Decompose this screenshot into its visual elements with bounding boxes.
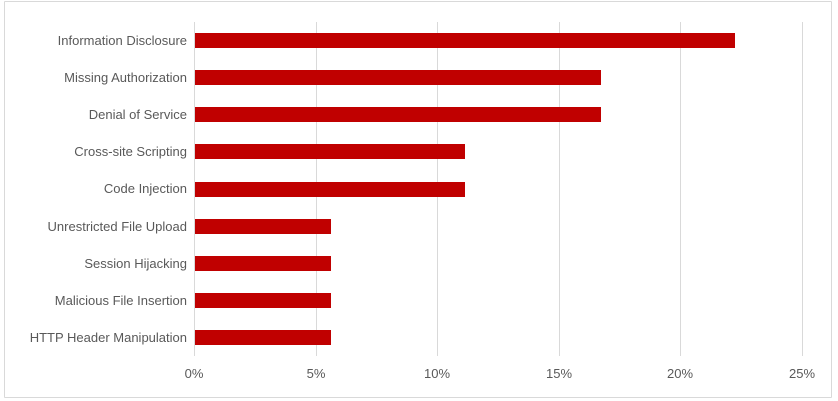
category-label: HTTP Header Manipulation <box>29 330 187 345</box>
bar <box>195 182 465 197</box>
category-label: Cross-site Scripting <box>74 144 187 159</box>
gridline <box>680 22 681 356</box>
category-label: Unrestricted File Upload <box>47 219 187 234</box>
x-axis-tick-label: 25% <box>788 366 816 381</box>
bar <box>195 219 331 234</box>
category-label: Session Hijacking <box>84 256 187 271</box>
x-axis-tick-label: 20% <box>666 366 694 381</box>
category-label: Denial of Service <box>88 107 187 122</box>
gridline <box>559 22 560 356</box>
x-axis-tick-label: 15% <box>545 366 573 381</box>
bar <box>195 107 601 122</box>
category-label: Malicious File Insertion <box>54 293 187 308</box>
x-axis-tick-label: 10% <box>423 366 451 381</box>
category-label: Missing Authorization <box>64 70 187 85</box>
bar <box>195 144 465 159</box>
gridline <box>802 22 803 356</box>
category-label: Information Disclosure <box>57 33 187 48</box>
bar <box>195 33 735 48</box>
x-axis-tick-label: 5% <box>306 366 326 381</box>
x-axis-tick-label: 0% <box>184 366 204 381</box>
gridline <box>194 22 195 356</box>
bar <box>195 256 331 271</box>
bar <box>195 70 601 85</box>
bar <box>195 293 331 308</box>
category-label: Code Injection <box>103 181 187 196</box>
bar <box>195 330 331 345</box>
